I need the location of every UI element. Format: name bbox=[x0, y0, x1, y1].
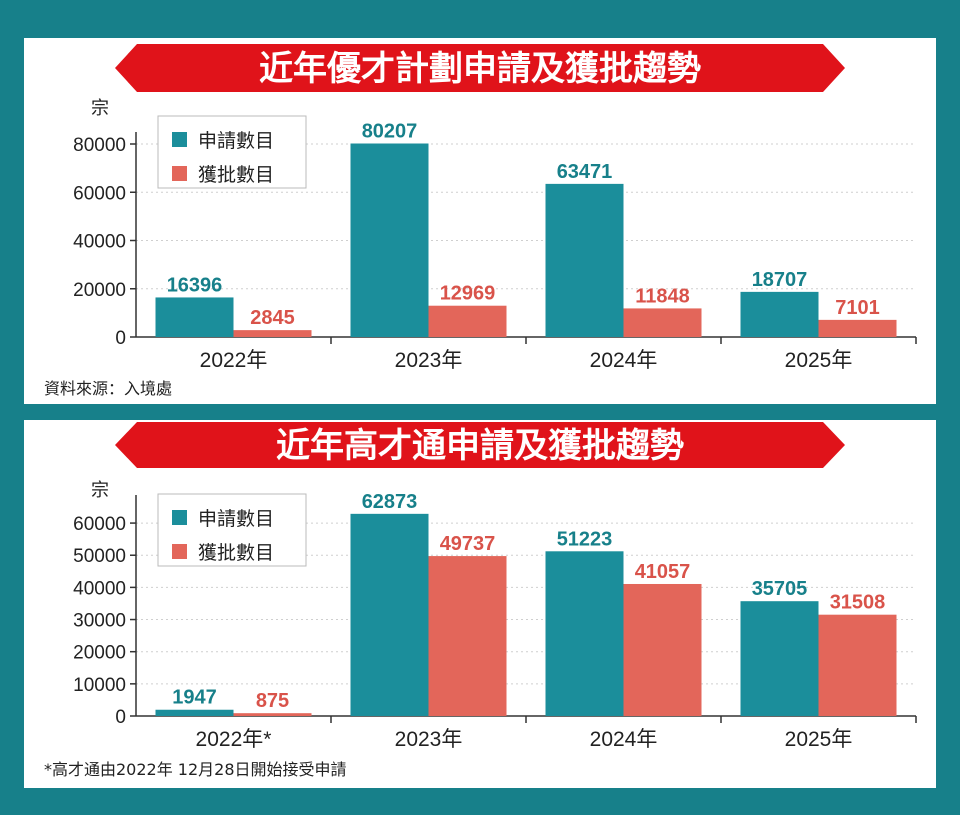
legend-swatch-apply bbox=[172, 510, 187, 525]
x-category-label: 2022年* bbox=[196, 728, 272, 751]
legend-swatch-approve bbox=[172, 166, 187, 181]
x-category-label: 2022年 bbox=[200, 349, 268, 372]
y-axis-unit: 宗 bbox=[91, 98, 109, 119]
source-note: 資料來源：入境處 bbox=[44, 379, 172, 398]
bar-apply bbox=[545, 551, 624, 716]
y-tick-label: 40000 bbox=[73, 578, 126, 599]
bar-apply bbox=[350, 513, 429, 716]
bar-approve bbox=[818, 614, 897, 716]
data-label-approve: 11848 bbox=[635, 285, 690, 307]
bar-apply bbox=[155, 297, 234, 337]
data-label-approve: 7101 bbox=[835, 297, 880, 319]
data-label-apply: 1947 bbox=[172, 687, 217, 709]
legend-swatch-approve bbox=[172, 544, 187, 559]
bar-approve bbox=[428, 305, 507, 337]
bar-apply bbox=[545, 183, 624, 337]
bar-approve bbox=[233, 330, 312, 337]
source-note: *高才通由2022年 12月28日開始接受申請 bbox=[44, 760, 347, 779]
data-label-approve: 875 bbox=[256, 690, 289, 712]
y-tick-label: 50000 bbox=[73, 546, 126, 567]
chart-panel-top-talent: 近年優才計劃申請及獲批趨勢宗 0 20000 40000 60000 80000 16396… bbox=[24, 38, 936, 404]
data-label-apply: 62873 bbox=[362, 491, 418, 513]
y-axis-unit: 宗 bbox=[91, 480, 109, 501]
legend-label-approve: 獲批數目 bbox=[198, 542, 274, 564]
data-label-apply: 51223 bbox=[557, 528, 613, 550]
y-tick-label: 20000 bbox=[73, 280, 126, 301]
data-label-approve: 12969 bbox=[440, 283, 496, 305]
data-label-apply: 35705 bbox=[752, 578, 808, 600]
data-label-approve: 31508 bbox=[830, 592, 886, 614]
y-tick-label: 60000 bbox=[73, 514, 126, 535]
data-label-approve: 2845 bbox=[250, 307, 295, 329]
y-tick-label: 10000 bbox=[73, 675, 126, 696]
title-banner bbox=[115, 44, 845, 92]
legend-swatch-apply bbox=[172, 132, 187, 147]
legend-label-apply: 申請數目 bbox=[198, 130, 274, 152]
x-category-label: 2023年 bbox=[395, 728, 463, 751]
y-tick-label: 60000 bbox=[73, 183, 126, 204]
title-banner bbox=[115, 422, 845, 468]
bar-apply bbox=[740, 601, 819, 716]
chart-title: 近年高才通申請及獲批趨勢 bbox=[276, 426, 684, 466]
chart-panel-high-talent: 近年高才通申請及獲批趨勢宗 0 10000 20000 30000 40000 50000 6… bbox=[24, 420, 936, 788]
data-label-apply: 63471 bbox=[557, 161, 613, 183]
bar-apply bbox=[740, 291, 819, 337]
data-label-apply: 80207 bbox=[362, 121, 418, 143]
bar-apply bbox=[155, 709, 234, 716]
chart-title: 近年優才計劃申請及獲批趨勢 bbox=[259, 49, 701, 89]
legend-label-approve: 獲批數目 bbox=[198, 164, 274, 186]
x-category-label: 2025年 bbox=[785, 728, 853, 751]
bar-approve bbox=[818, 319, 897, 337]
legend-box bbox=[157, 493, 307, 567]
y-tick-label: 30000 bbox=[73, 611, 126, 632]
y-tick-label: 0 bbox=[115, 328, 126, 349]
legend-label-apply: 申請數目 bbox=[198, 508, 274, 530]
data-label-approve: 49737 bbox=[440, 533, 496, 555]
bar-approve bbox=[428, 556, 507, 716]
x-category-label: 2023年 bbox=[395, 349, 463, 372]
bar-approve bbox=[623, 308, 702, 337]
data-label-approve: 41057 bbox=[635, 561, 691, 583]
data-label-apply: 18707 bbox=[752, 269, 808, 291]
x-category-label: 2024年 bbox=[590, 349, 658, 372]
y-tick-label: 20000 bbox=[73, 643, 126, 664]
data-label-apply: 16396 bbox=[167, 274, 223, 296]
bar-approve bbox=[233, 713, 312, 716]
bar-approve bbox=[623, 583, 702, 716]
x-category-label: 2024年 bbox=[590, 728, 658, 751]
bar-apply bbox=[350, 143, 429, 337]
y-tick-label: 80000 bbox=[73, 135, 126, 156]
y-tick-label: 40000 bbox=[73, 232, 126, 253]
x-category-label: 2025年 bbox=[785, 349, 853, 372]
y-tick-label: 0 bbox=[115, 707, 126, 728]
